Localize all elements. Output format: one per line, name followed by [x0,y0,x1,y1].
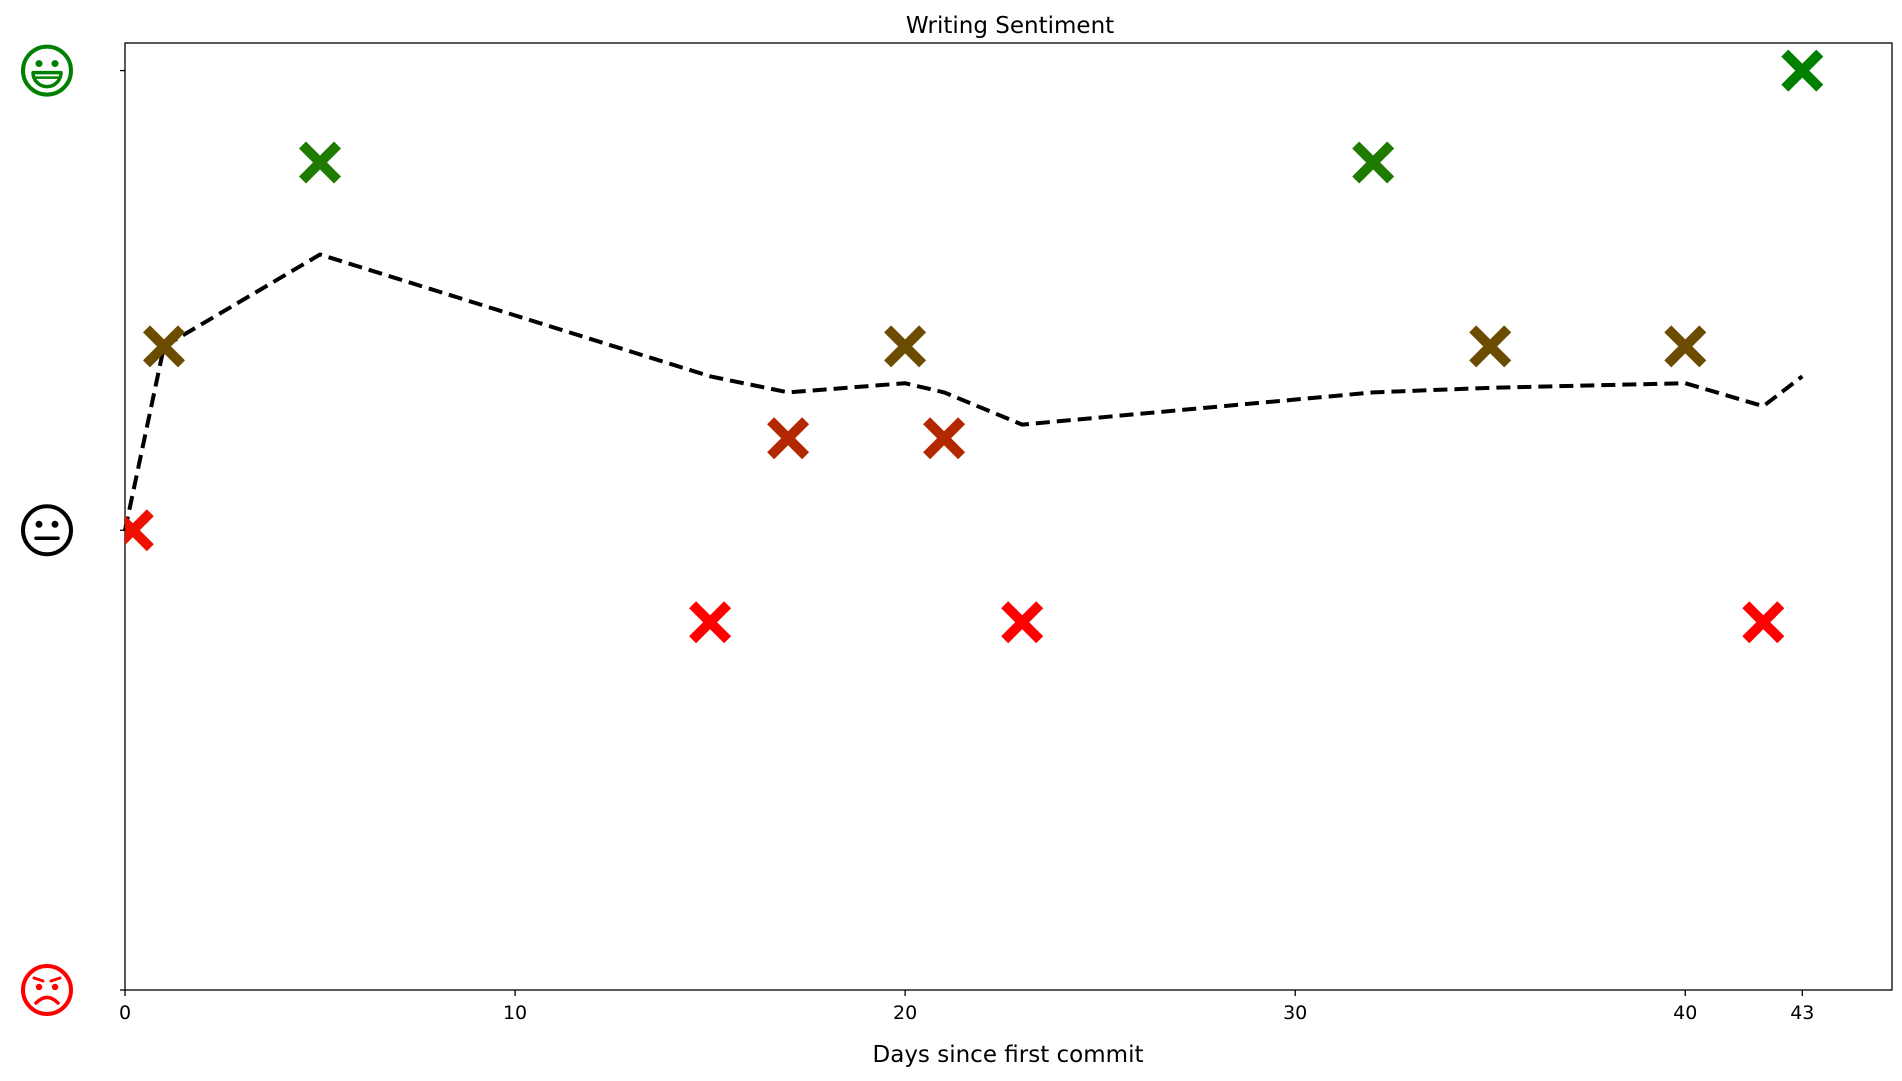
sentiment-point [884,325,927,368]
sentiment-point [1469,325,1512,368]
sentiment-point [767,417,810,460]
plot-frame [124,42,1893,991]
x-axis: 0 10 20 30 40 43 [119,990,1814,1024]
sad-face-icon [21,964,73,1016]
trend-line [123,252,1804,531]
x-tick-label: 0 [119,1002,131,1024]
chart-title: Writing Sentiment [906,13,1114,39]
sentiment-point [1352,141,1395,184]
x-tick-label: 43 [1790,1002,1814,1024]
sentiment-point [1001,601,1044,644]
x-tick-label: 30 [1283,1002,1307,1024]
sentiment-point [143,325,185,368]
happy-face-icon [21,44,73,97]
sentiment-point [1664,325,1707,368]
sentiment-point [1781,49,1824,92]
plot-area [123,42,1893,991]
sentiment-point [689,601,732,644]
sentiment-point [1742,601,1785,644]
y-axis [21,44,125,1016]
x-tick-label: 40 [1673,1002,1697,1024]
sentiment-point [299,141,341,184]
x-axis-label: Days since first commit [873,1042,1144,1068]
sentiment-point [125,509,154,552]
sentiment-point [923,417,966,460]
trend-line-layer [123,252,1804,531]
x-tick-label: 20 [893,1002,917,1024]
scatter-points-layer [125,49,1824,644]
x-tick-label: 10 [503,1002,527,1024]
neutral-face-icon [21,504,73,557]
